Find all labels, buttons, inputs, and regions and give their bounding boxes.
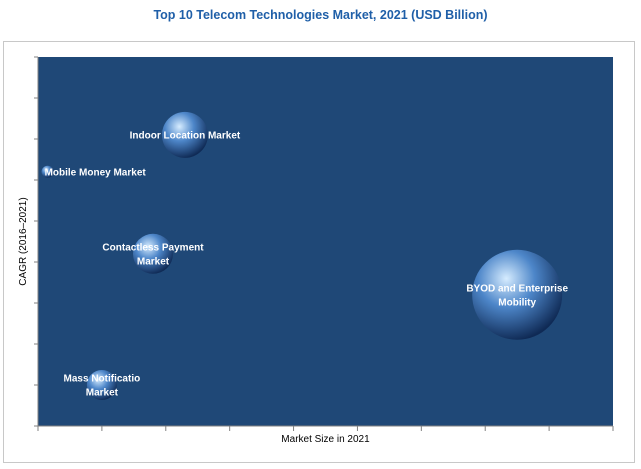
plot-area [38, 57, 613, 426]
bubble-4: BYOD and Enterprise Mobility [466, 249, 568, 340]
axes [34, 56, 614, 431]
x-axis-label: Market Size in 2021 [281, 434, 370, 445]
bubble-2: Mobile Money Market [41, 165, 147, 178]
bubble-label: Indoor Location Market [130, 130, 241, 141]
bubble-label: BYOD and Enterprise Mobility [466, 283, 568, 308]
bubble-5: Mass Notificatio Market [64, 370, 141, 400]
bubble-label: Contactless Payment Market [102, 242, 204, 267]
bubble-mark [161, 111, 208, 158]
chart-title: Top 10 Telecom Technologies Market, 2021… [153, 8, 488, 22]
bubble-label: Mass Notificatio Market [64, 374, 141, 399]
bubble-3: Contactless Payment Market [102, 233, 204, 274]
bubbles: Indoor Location Market Mobile Money Marke… [41, 111, 568, 400]
bubble-mark [472, 249, 563, 340]
bubble-mark [86, 370, 117, 400]
bubble-mark [41, 165, 54, 178]
bubble-label: Mobile Money Market [45, 167, 147, 178]
bubble-1: Indoor Location Market [130, 111, 241, 158]
bubble-mark [133, 233, 173, 274]
y-axis-label: CAGR (2016–2021) [18, 197, 29, 285]
